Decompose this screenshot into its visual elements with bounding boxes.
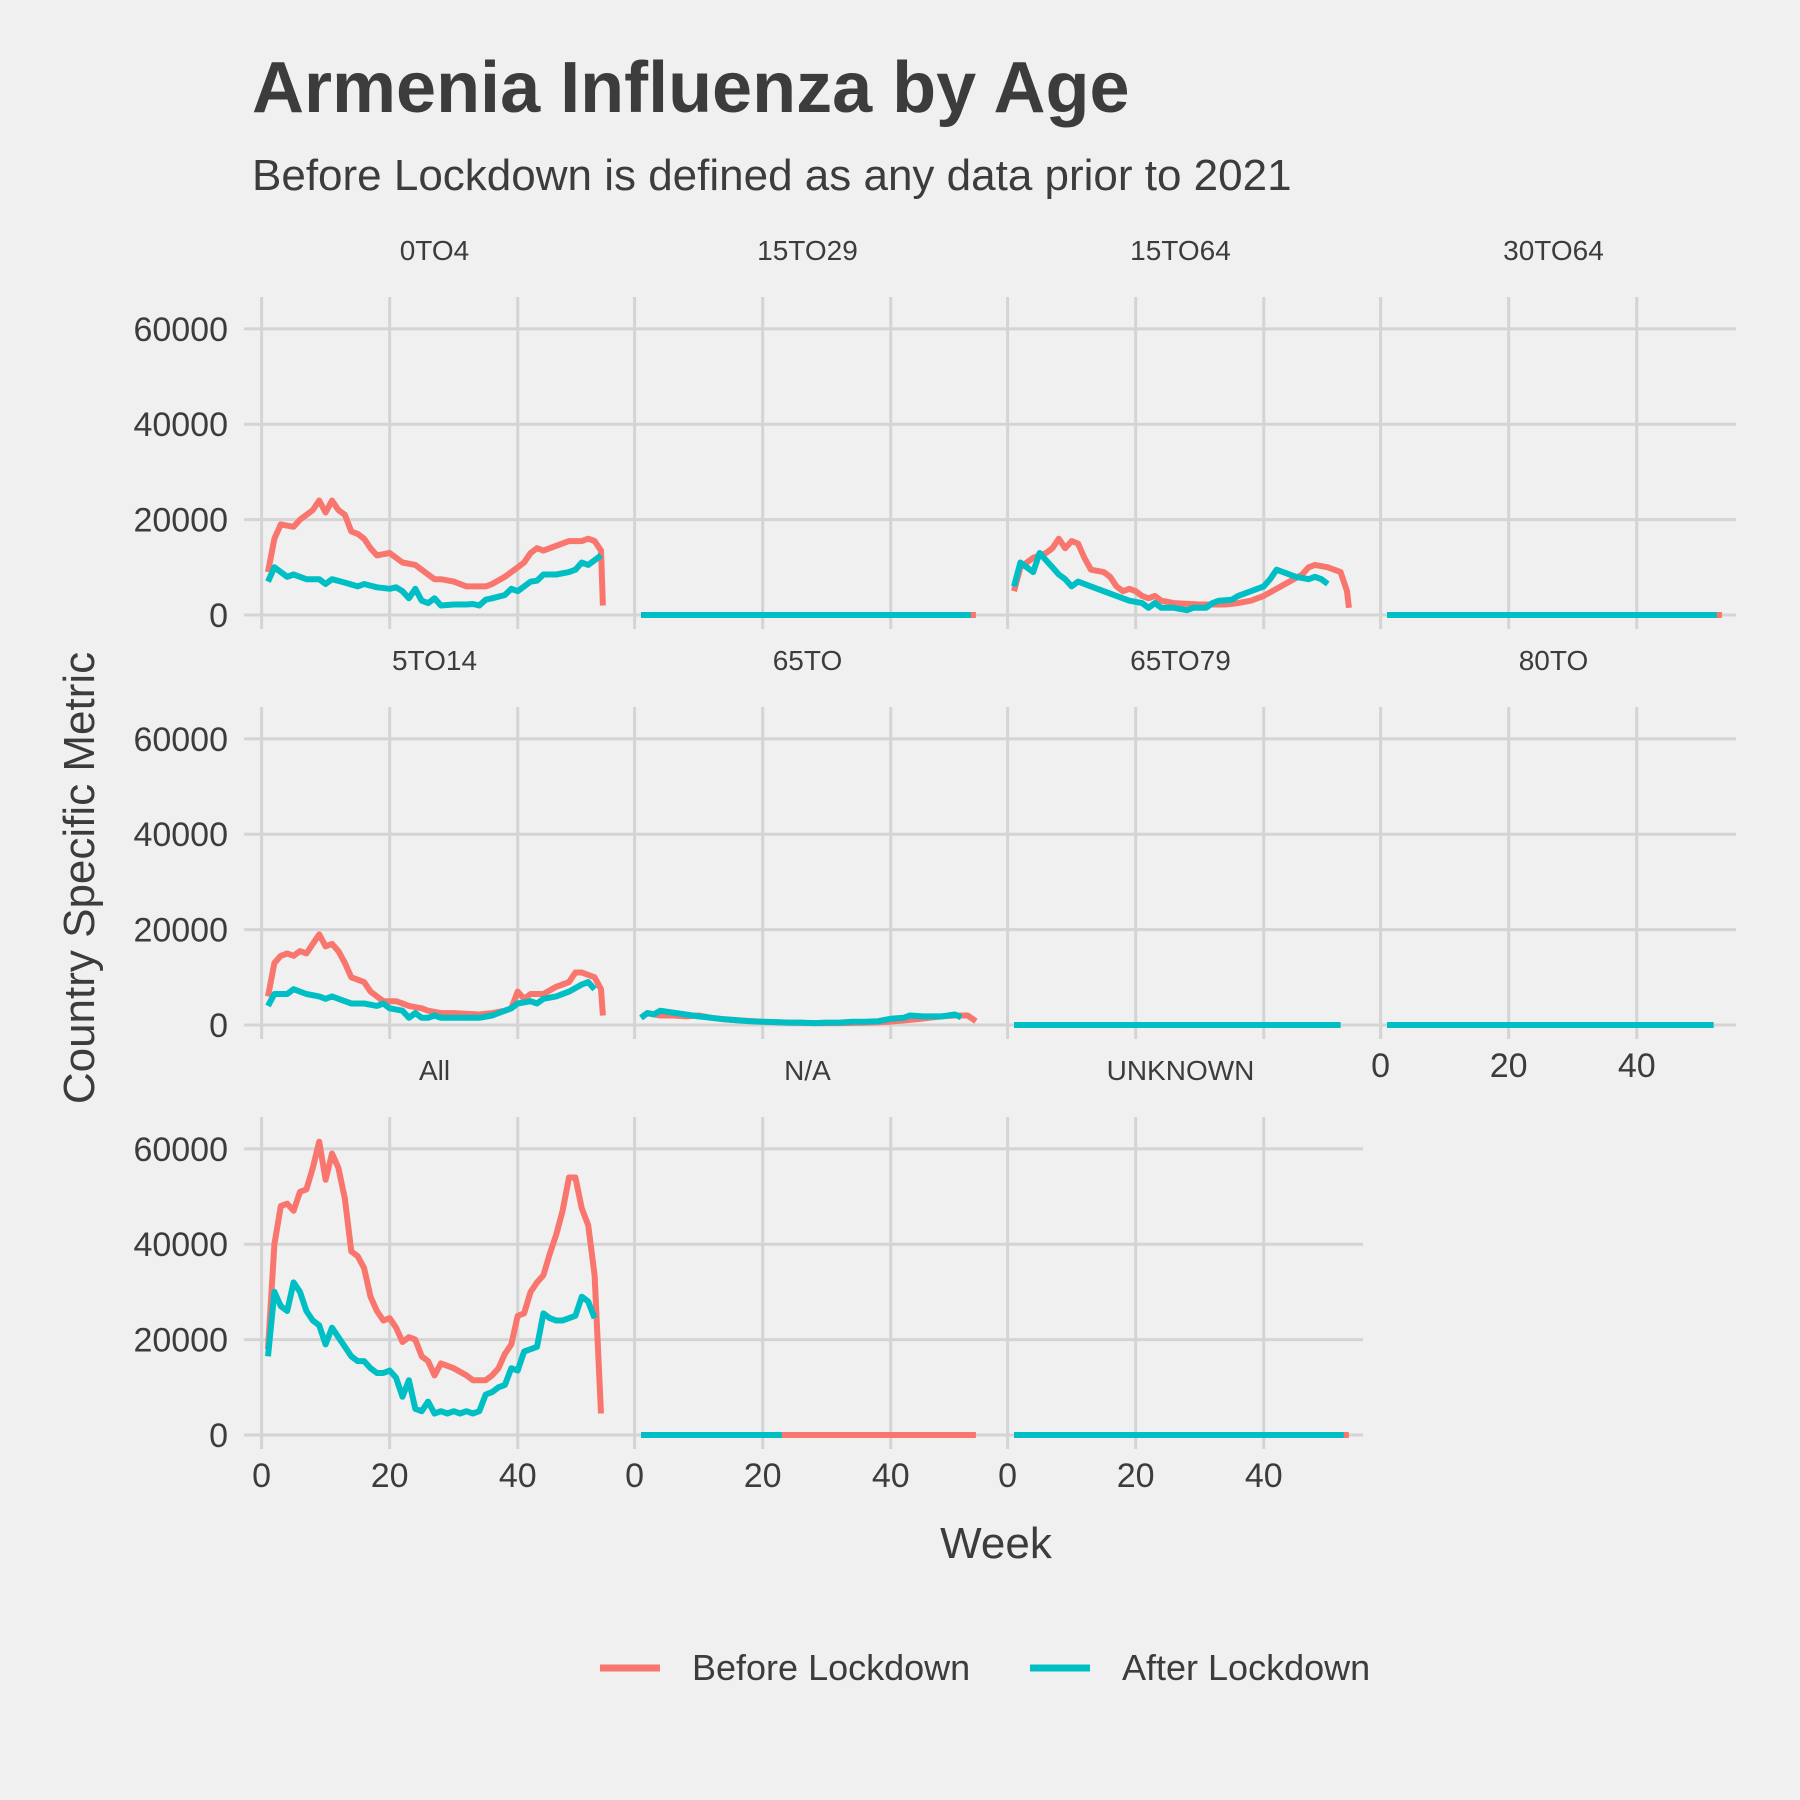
y-tick-label: 40000 <box>133 816 228 854</box>
y-axis-title: Country Specific Metric <box>55 652 104 1104</box>
x-tick-label: 0 <box>252 1457 271 1495</box>
x-tick-label: 20 <box>371 1457 409 1495</box>
legend-label: After Lockdown <box>1122 1647 1370 1688</box>
facet-panel: 15TO29 <box>617 235 990 629</box>
y-tick-label: 40000 <box>133 1226 228 1264</box>
facet-label: N/A <box>784 1055 831 1086</box>
y-tick-label: 20000 <box>133 502 228 540</box>
facet-panel: 65TO <box>617 645 990 1039</box>
y-tick-label: 0 <box>209 597 228 635</box>
legend-label: Before Lockdown <box>692 1647 970 1688</box>
y-tick-label: 60000 <box>133 311 228 349</box>
x-tick-label: 20 <box>1490 1047 1528 1085</box>
chart-title: Armenia Influenza by Age <box>252 48 1130 128</box>
y-tick-label: 20000 <box>133 1322 228 1360</box>
y-tick-label: 20000 <box>133 912 228 950</box>
y-tick-label: 0 <box>209 1417 228 1455</box>
series-line-before-lockdown <box>1011 535 1352 609</box>
facet-label: 0TO4 <box>400 235 470 266</box>
facet-panel: N/A 0 20 40 <box>617 1055 990 1495</box>
x-tick-label: 0 <box>1371 1047 1390 1085</box>
facet-label: 5TO14 <box>392 645 477 676</box>
series-line-before-lockdown <box>265 931 606 1018</box>
x-tick-label: 40 <box>872 1457 910 1495</box>
facet-panel: All 0 20000 40000 60000 0 20 40 <box>133 1055 617 1495</box>
facet-panel: 30TO64 <box>1363 235 1736 629</box>
series-line-before-lockdown <box>265 1138 604 1414</box>
x-tick-label: 20 <box>1117 1457 1155 1495</box>
facet-panel: 80TO 0 20 40 <box>1363 645 1736 1085</box>
x-tick-label: 40 <box>1618 1047 1656 1085</box>
facet-panel: UNKNOWN 0 20 40 <box>990 1055 1363 1495</box>
x-tick-label: 0 <box>998 1457 1017 1495</box>
facet-label: 65TO79 <box>1130 645 1231 676</box>
legend: Before Lockdown After Lockdown <box>600 1647 1370 1688</box>
y-tick-label: 0 <box>209 1007 228 1045</box>
series-line-before-lockdown <box>265 497 606 606</box>
y-tick-label: 60000 <box>133 1131 228 1169</box>
y-tick-label: 40000 <box>133 406 228 444</box>
facet-label: 65TO <box>773 645 843 676</box>
series-line-after-lockdown <box>265 1279 598 1417</box>
facet-label: 30TO64 <box>1503 235 1604 266</box>
series-line-after-lockdown <box>265 553 603 609</box>
facet-panel: 0TO4 0 20000 40000 60000 <box>133 235 617 635</box>
x-tick-label: 40 <box>499 1457 537 1495</box>
y-tick-label: 60000 <box>133 721 228 759</box>
series-line-after-lockdown <box>265 979 597 1021</box>
x-tick-label: 20 <box>744 1457 782 1495</box>
x-tick-label: 40 <box>1245 1457 1283 1495</box>
facet-panel: 15TO64 <box>990 235 1363 629</box>
series-line-after-lockdown <box>639 1007 963 1027</box>
series-line-after-lockdown <box>1011 550 1330 614</box>
facet-label: UNKNOWN <box>1107 1055 1255 1086</box>
chart-subtitle: Before Lockdown is defined as any data p… <box>252 151 1292 200</box>
facet-panel: 65TO79 <box>990 645 1363 1039</box>
facet-panel: 5TO14 0 20000 40000 60000 <box>133 645 617 1045</box>
facet-label: All <box>419 1055 450 1086</box>
facet-label: 15TO64 <box>1130 235 1231 266</box>
facet-label: 80TO <box>1519 645 1589 676</box>
x-tick-label: 0 <box>625 1457 644 1495</box>
x-axis-title: Week <box>940 1519 1053 1568</box>
facet-label: 15TO29 <box>757 235 858 266</box>
